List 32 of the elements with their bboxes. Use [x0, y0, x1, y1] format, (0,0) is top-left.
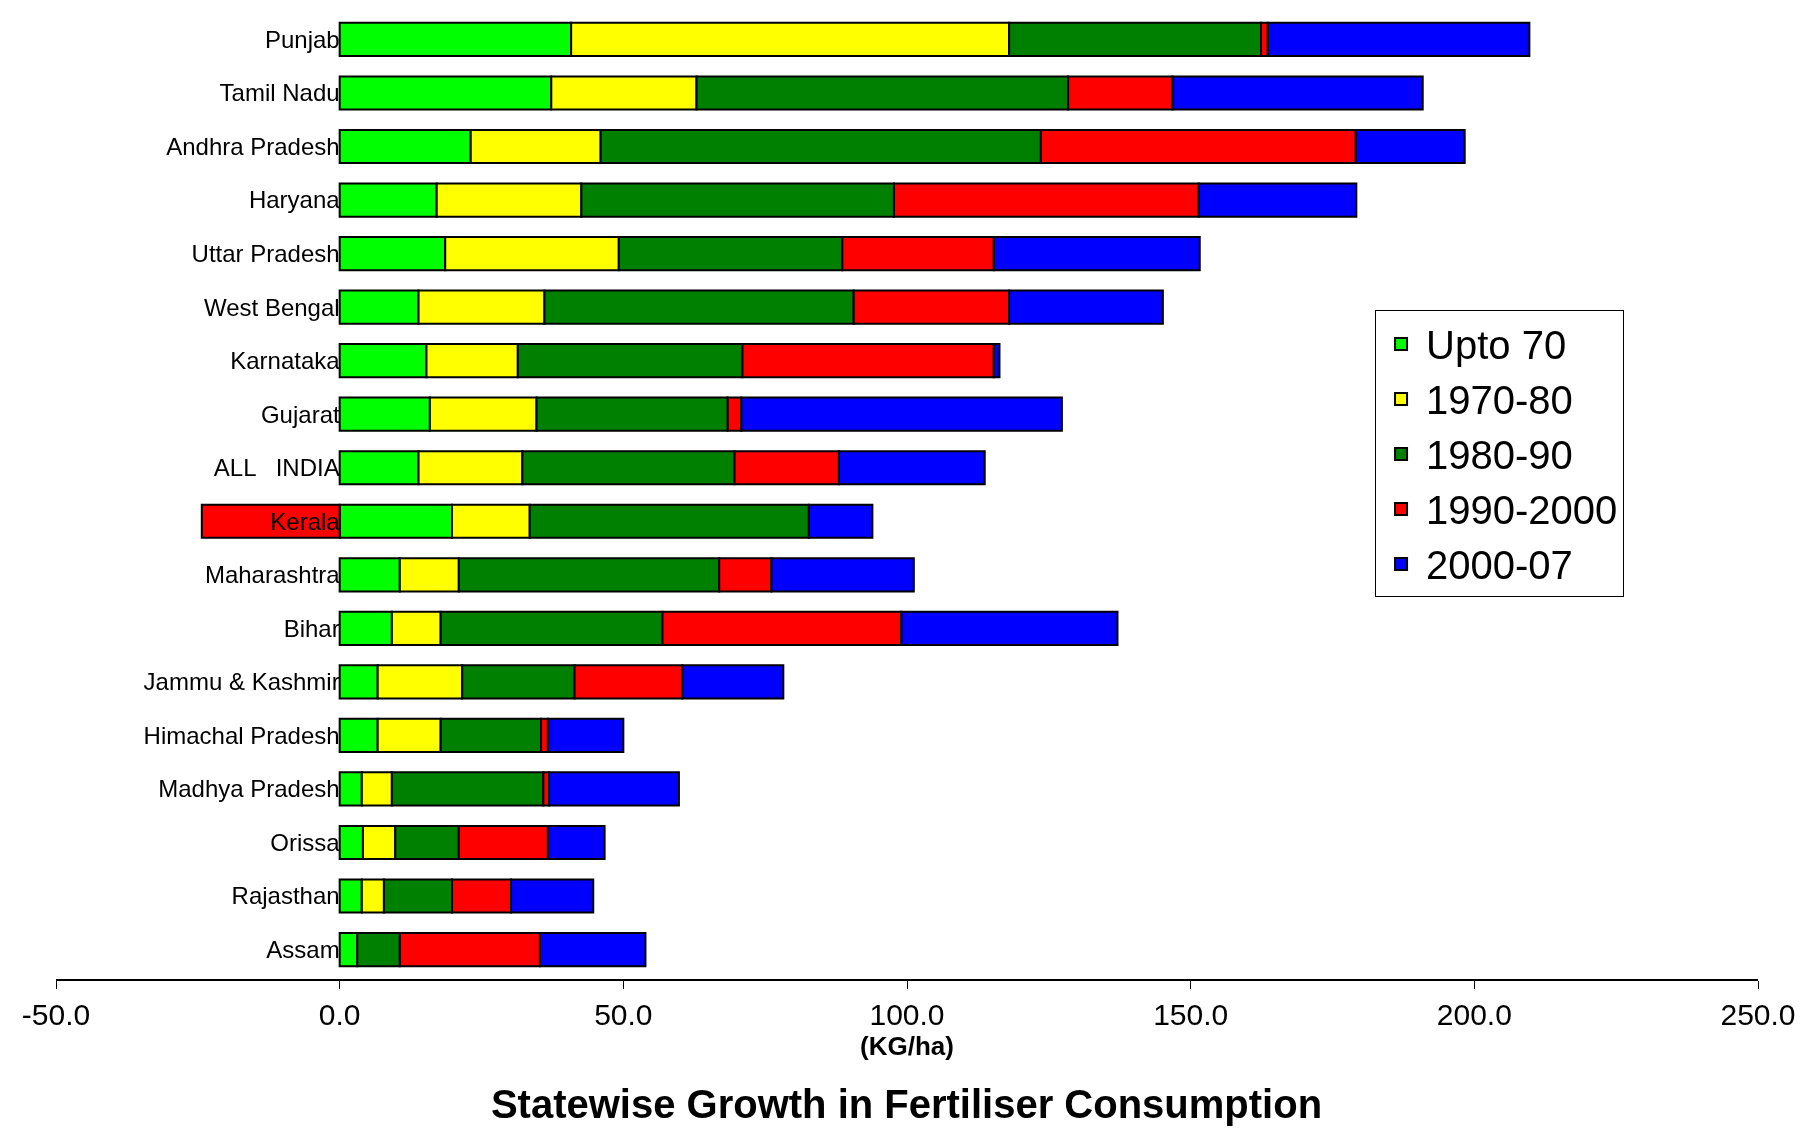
- y-tick-label: ALL INDIA: [213, 454, 340, 482]
- y-tick-label: Karnataka: [230, 347, 341, 375]
- x-tick-label: -50.0: [21, 997, 91, 1031]
- y-tick-label: Haryana: [248, 186, 341, 214]
- y-tick-label: West Bengal: [204, 293, 340, 321]
- x-tick-label: 250.0: [1720, 997, 1796, 1031]
- y-tick-label: Andhra Pradesh: [166, 132, 340, 160]
- legend-label: 2000-07: [1426, 543, 1573, 588]
- x-tick-label: 200.0: [1436, 997, 1512, 1031]
- legend-label: 1980-90: [1426, 433, 1573, 478]
- x-tick-label: 0.0: [318, 997, 361, 1031]
- y-tick-label: Himachal Pradesh: [143, 721, 340, 749]
- y-tick-label: Rajasthan: [231, 882, 340, 910]
- y-tick-label: Gujarat: [260, 400, 340, 428]
- y-tick-label: Punjab: [264, 25, 340, 53]
- x-axis-title: (KG/ha): [860, 1030, 954, 1061]
- y-tick-label: Bihar: [283, 614, 340, 642]
- legend-label: 1990-2000: [1426, 488, 1618, 533]
- y-tick-label: Assam: [266, 935, 340, 963]
- y-tick-label: Uttar Pradesh: [191, 239, 340, 267]
- y-tick-label: Tamil Nadu: [219, 79, 340, 107]
- legend-label: 1970-80: [1426, 378, 1573, 423]
- y-tick-label: Maharashtra: [204, 561, 341, 589]
- y-tick-label: Orissa: [270, 828, 341, 856]
- x-tick-label: 150.0: [1153, 997, 1229, 1031]
- y-tick-label: Madhya Pradesh: [158, 775, 340, 803]
- text: Statewise Growth in Fertiliser Consumption: [490, 1081, 1323, 1126]
- legend-label: Upto 70: [1426, 323, 1567, 368]
- y-tick-label: Kerala: [270, 507, 341, 535]
- y-tick-label: Jammu & Kashmir: [143, 668, 340, 696]
- x-tick-label: 50.0: [594, 997, 653, 1031]
- x-tick-label: 100.0: [869, 997, 945, 1031]
